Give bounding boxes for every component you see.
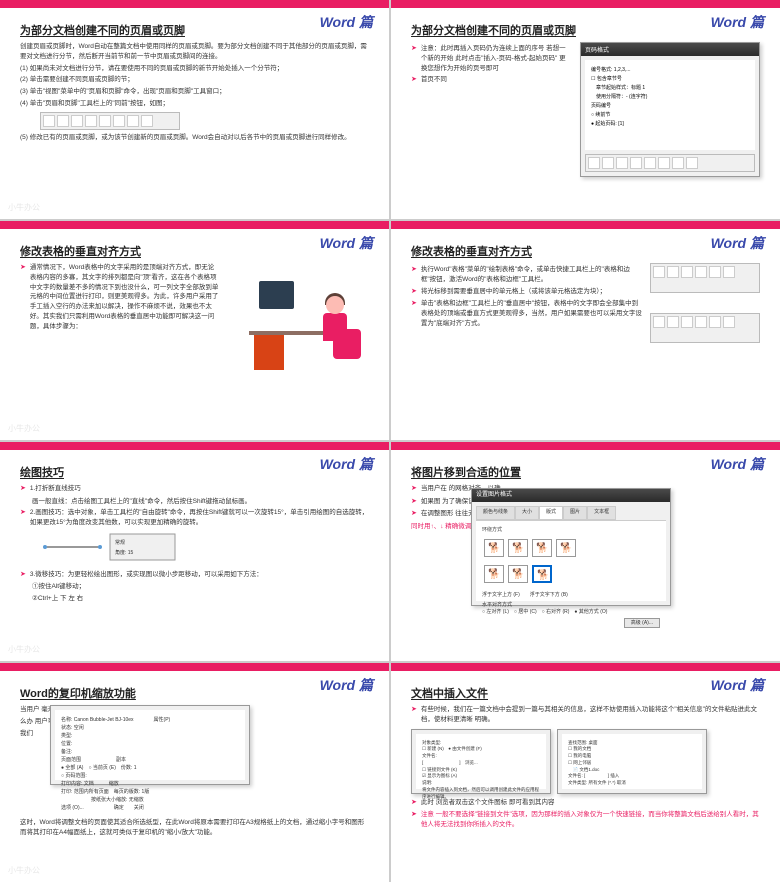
- corner-title: Word 篇: [320, 233, 373, 253]
- slide-topbar: [391, 0, 780, 8]
- bullet-item: ➤ 2.画图技巧：选中对象，单击工具栏的"自由旋转"命令，再按住Shift键就可…: [20, 508, 369, 528]
- slide-title: 将图片移到合适的位置: [411, 464, 760, 480]
- bullet-mark-icon: ➤: [411, 497, 417, 508]
- page-number-dialog: 页码格式 编号格式: 1,2,3,...☐ 包含章节号 章节起始样式：标题 1 …: [580, 42, 760, 177]
- watermark: 小牛办公: [8, 865, 40, 876]
- slide-title: 为部分文档创建不同的页眉或页脚: [411, 22, 760, 38]
- desk-illustration: [249, 271, 369, 381]
- slide-topbar: [391, 663, 780, 671]
- bullet-item: ➤ 注意：此时再插入页码仍为连续上面的序号 若想一个新的开始 此时点击"插入-页…: [411, 44, 572, 73]
- bullet-mark-icon: ➤: [411, 265, 417, 285]
- bullet-mark-icon: ➤: [411, 287, 417, 298]
- slide-topbar: [0, 221, 389, 229]
- insert-object-dialog: 对象类型: ☐ 新建 (N) ● 由文件创建 (F) 文件名: [ ] 浏览..…: [411, 729, 551, 794]
- bullet-mark-icon: ➤: [20, 570, 26, 581]
- table-toolbar-2: [650, 313, 760, 343]
- slide-grid: Word 篇 为部分文档创建不同的页眉或页脚 创建页眉或页脚时，Word自动在整…: [0, 0, 780, 882]
- slide-3: Word 篇 修改表格的垂直对齐方式 ➤ 通常情况下，Word表格中的文字采用的…: [0, 221, 389, 440]
- slide-4: Word 篇 修改表格的垂直对齐方式 ➤ 执行Word"表格"菜单的"绘制表格"…: [391, 221, 780, 440]
- slide-title: 文档中插入文件: [411, 685, 760, 701]
- table-toolbar-1: [650, 263, 760, 293]
- slide-topbar: [0, 442, 389, 450]
- slide-topbar: [0, 0, 389, 8]
- svg-text:角度: 15: 角度: 15: [115, 549, 134, 556]
- bullet-item: ➤ 1.打折断直线技巧: [20, 484, 369, 495]
- slide-title: Word的复印机缩放功能: [20, 685, 369, 701]
- slide-1: Word 篇 为部分文档创建不同的页眉或页脚 创建页眉或页脚时，Word自动在整…: [0, 0, 389, 219]
- dialog-titlebar: 页码格式: [581, 43, 759, 56]
- slide-8: Word 篇 文档中插入文件 ➤ 有些时候，我们在一篇文档中会提到一篇与其相关的…: [391, 663, 780, 882]
- rotate-diagram: 常规 角度: 15: [40, 532, 180, 562]
- bullet-item: ➤ 通常情况下，Word表格中的文字采用的是顶端对齐方式，即无论表格内容的多寡，…: [20, 263, 220, 331]
- corner-title: Word 篇: [320, 454, 373, 474]
- bullet-item: ➤ 此时 浏览者双击这个文件图标 即可看到其内容: [411, 798, 760, 809]
- slide-title: 修改表格的垂直对齐方式: [20, 243, 369, 259]
- corner-title: Word 篇: [711, 454, 764, 474]
- bullet-item: ➤ 有些时候，我们在一篇文档中会提到一篇与其相关的信息，这样不妨使用插入功能将这…: [411, 705, 760, 725]
- bullet-item: ➤ 3.微移技巧：为更轻松绘出图形，或实现图以微小步距移动，可以采用如下方法：: [20, 570, 369, 581]
- slide-6: Word 篇 将图片移到合适的位置 ➤ 当用户在 的网格对齐，以确 ➤ 如果图: [391, 442, 780, 661]
- corner-title: Word 篇: [711, 12, 764, 32]
- bullet-mark-icon: ➤: [411, 299, 417, 328]
- svg-text:常规: 常规: [115, 539, 125, 546]
- watermark: 小牛办公: [8, 644, 40, 655]
- bullet-item-warning: ➤ 注意 一般不要选择"链接到文件"选项，因为那样的插入对象仅为一个快速链接，而…: [411, 810, 760, 830]
- bullet-mark-icon: ➤: [411, 44, 417, 73]
- bullet-item: ➤ 首页不同: [411, 75, 572, 86]
- bullet-item: ➤ 单击"表格和边框"工具栏上的"垂直居中"按钮，表格中的文字即会全部集中到表格…: [411, 299, 642, 328]
- slide-5: Word 篇 绘图技巧 ➤ 1.打折断直线技巧 画一般直线：点击绘图工具栏上的"…: [0, 442, 389, 661]
- slide-2: Word 篇 为部分文档创建不同的页眉或页脚 ➤ 注意：此时再插入页码仍为连续上…: [391, 0, 780, 219]
- bullet-mark-icon: ➤: [411, 705, 417, 725]
- slide-body: 创建页眉或页脚时，Word自动在整篇文档中使用同样的页眉或页脚。要为部分文档创建…: [20, 42, 369, 142]
- print-dialog: 名称: Canon Bubble-Jet BJ-10ex 属性(P) 状态: 空…: [50, 705, 250, 785]
- browse-dialog: 查找范围: 桌面 ☐ 我的文档 ☐ 我的电脑 ☐ 网上邻居 📄 文档1.doc …: [557, 729, 707, 794]
- slide-title: 为部分文档创建不同的页眉或页脚: [20, 22, 369, 38]
- bullet-mark-icon: ➤: [411, 810, 417, 830]
- watermark: 小牛办公: [8, 423, 40, 434]
- bullet-mark-icon: ➤: [20, 484, 26, 495]
- bullet-mark-icon: ➤: [20, 263, 26, 331]
- slide-7: Word 篇 Word的复印机缩放功能 当用户 毫米）的纸张上，比如 的描图， …: [0, 663, 389, 882]
- bullet-item: ➤ 执行Word"表格"菜单的"绘制表格"命令，或单击快捷工具栏上的"表格和边框…: [411, 265, 642, 285]
- watermark: 小牛办公: [8, 202, 40, 213]
- bullet-mark-icon: ➤: [411, 75, 417, 86]
- corner-title: Word 篇: [711, 675, 764, 695]
- slide-topbar: [391, 221, 780, 229]
- bullet-mark-icon: ➤: [411, 798, 417, 809]
- slide-title: 绘图技巧: [20, 464, 369, 480]
- slide-topbar: [0, 663, 389, 671]
- slide-topbar: [391, 442, 780, 450]
- corner-title: Word 篇: [320, 675, 373, 695]
- bullet-item: ➤ 将光标移到需要垂直居中的单元格上（或将该单元格选定为块）；: [411, 287, 642, 298]
- slide-title: 修改表格的垂直对齐方式: [411, 243, 760, 259]
- toolbar-image: [40, 112, 180, 130]
- picture-format-dialog: 设置图片格式 颜色与线条 大小 版式 图片 文本框 环绕方式: [471, 488, 671, 606]
- dialog-titlebar: 设置图片格式: [472, 489, 670, 502]
- bullet-mark-icon: ➤: [411, 484, 417, 495]
- bullet-mark-icon: ➤: [411, 509, 417, 520]
- corner-title: Word 篇: [320, 12, 373, 32]
- bullet-mark-icon: ➤: [20, 508, 26, 528]
- corner-title: Word 篇: [711, 233, 764, 253]
